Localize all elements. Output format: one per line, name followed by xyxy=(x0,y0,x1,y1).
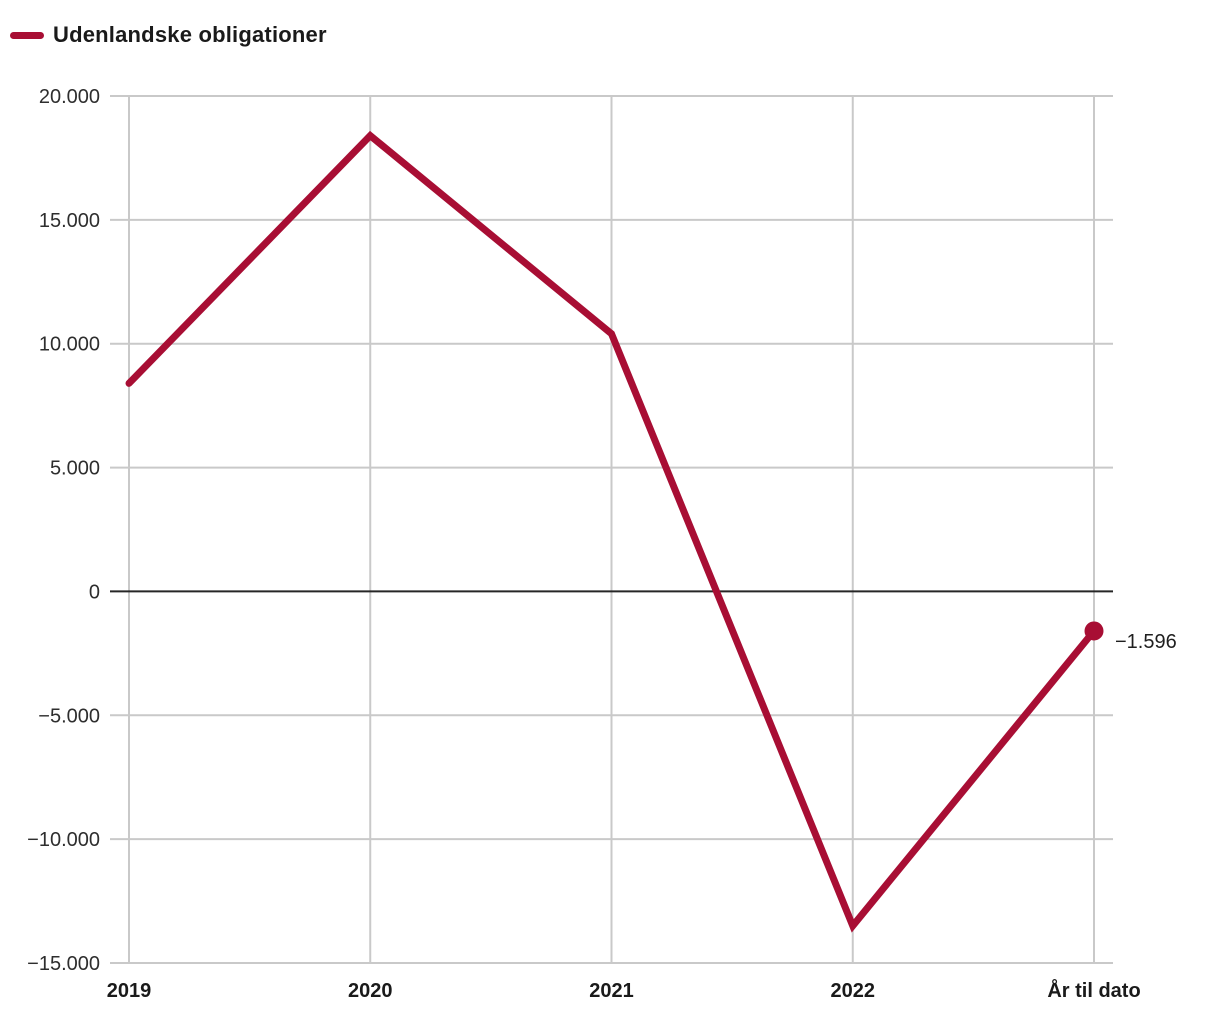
legend-label: Udenlandske obligationer xyxy=(53,22,327,47)
y-tick-label: 20.000 xyxy=(39,86,100,108)
x-tick-label: 2019 xyxy=(107,980,152,1002)
y-tick-label: 15.000 xyxy=(39,210,100,232)
x-tick-label: År til dato xyxy=(1047,978,1140,1002)
legend-item-udenlandske-obligationer[interactable]: Udenlandske obligationer xyxy=(10,22,327,48)
y-tick-label: −15.000 xyxy=(27,953,100,975)
y-tick-label: −10.000 xyxy=(27,829,100,851)
legend-line-swatch xyxy=(10,31,44,39)
chart-legend: Udenlandske obligationer xyxy=(10,18,327,52)
end-point-marker xyxy=(1084,621,1104,641)
y-tick-label: 0 xyxy=(89,581,100,603)
x-tick-label: 2021 xyxy=(589,980,634,1002)
y-tick-label: −5.000 xyxy=(38,705,100,727)
x-tick-label: 2020 xyxy=(348,980,393,1002)
end-point-label: −1.596 xyxy=(1115,631,1177,653)
y-tick-label: 5.000 xyxy=(50,458,100,480)
x-tick-label: 2022 xyxy=(831,980,876,1002)
series-line xyxy=(125,130,1098,933)
y-tick-label: 10.000 xyxy=(39,334,100,356)
